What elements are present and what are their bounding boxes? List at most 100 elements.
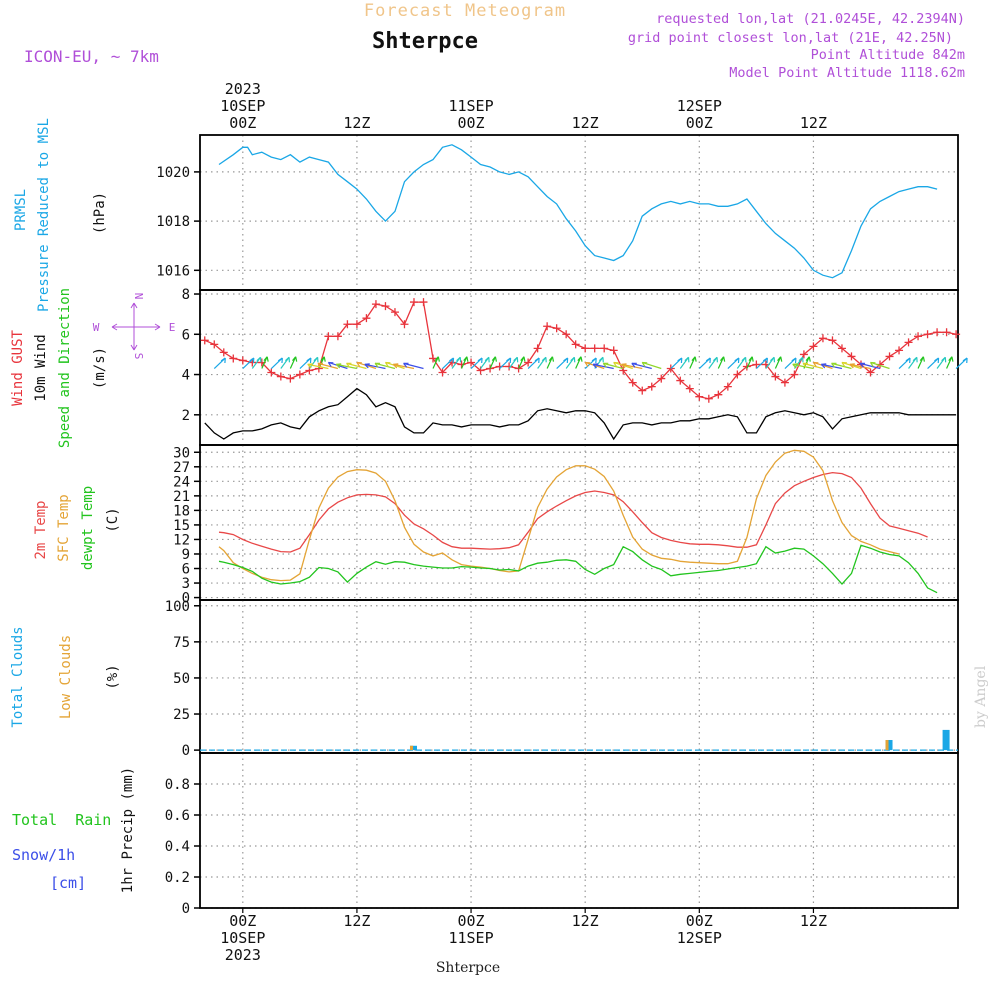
gust-marker <box>314 364 323 373</box>
wind-arrowhead <box>859 362 866 368</box>
gust-marker <box>514 364 523 373</box>
wind-arrowhead <box>621 363 627 369</box>
y-tick-label: 6 <box>182 562 190 578</box>
y-tick-label: 24 <box>173 474 190 490</box>
wind-arrowhead <box>592 363 599 369</box>
wind-arrowhead <box>705 357 711 364</box>
wind-direction-arrow <box>831 362 852 370</box>
gust-marker <box>904 338 913 347</box>
gust-marker <box>200 336 209 345</box>
wind-arrowhead <box>791 357 797 364</box>
gust-marker <box>295 370 304 379</box>
top-time-label: 00Z <box>458 114 485 132</box>
gust-marker <box>723 382 732 391</box>
y-tick-label: 75 <box>173 635 190 651</box>
top-time-label: 00Z <box>229 114 256 132</box>
precip-label-snow: Snow/1h <box>12 846 75 864</box>
wind-arrowhead <box>491 356 498 362</box>
bottom-time-label: 00Z <box>686 912 713 930</box>
wind-arrowhead <box>548 356 555 362</box>
bottom-time-label: 10SEP <box>220 929 265 947</box>
wind-arrowhead <box>534 357 540 364</box>
gust-marker <box>381 302 390 311</box>
temp-label-sfc: SFC Temp <box>56 494 72 561</box>
gust-marker <box>219 348 228 357</box>
gust-marker <box>229 354 238 363</box>
wind-arrowhead <box>477 357 483 364</box>
y-tick-label: 25 <box>173 707 190 723</box>
gust-marker <box>695 392 704 401</box>
wind-arrowhead <box>374 362 381 368</box>
y-tick-label: 21 <box>173 489 190 505</box>
temp-label-2m: 2m Temp <box>33 500 49 559</box>
top-time-label: 12Z <box>343 114 370 132</box>
wind-arrowhead <box>792 363 798 369</box>
bottom-time-label: 00Z <box>229 912 256 930</box>
wind-direction-arrow <box>403 362 424 370</box>
gust-marker <box>799 350 808 359</box>
wind-arrowhead <box>841 361 847 367</box>
wind-label-gust: Wind GUST <box>10 330 26 406</box>
wind-arrowhead <box>684 356 690 363</box>
total-cloud-bar <box>885 740 893 751</box>
wind-arrowhead <box>734 357 740 364</box>
series-sfc-temp <box>218 449 900 582</box>
gust-marker <box>286 374 295 383</box>
precip-labels: Total Rain Snow/1h [cm] 1hr Precip (mm) <box>12 767 136 893</box>
precip-unit: 1hr Precip (mm) <box>120 767 136 893</box>
gust-marker <box>619 366 628 375</box>
gust-marker <box>942 328 951 337</box>
gust-marker <box>923 330 932 339</box>
gust-marker <box>438 368 447 377</box>
series-10m-wind <box>204 387 957 441</box>
pressure-labels: PRMSL Pressure Reduced to MSL (hPa) <box>13 118 108 312</box>
wind-arrowhead <box>335 363 342 369</box>
series-wind-gust <box>204 301 957 400</box>
top-time-label: 11SEP <box>448 97 493 115</box>
gust-marker <box>638 386 647 395</box>
gust-marker <box>895 346 904 355</box>
gust-marker <box>505 362 514 371</box>
clouds-panel: 0 25 50 75 100 <box>165 599 959 759</box>
wind-arrowhead <box>520 356 526 362</box>
gust-marker <box>828 336 837 345</box>
gust-marker <box>409 298 418 307</box>
clouds-label-low: Low Clouds <box>58 635 74 719</box>
pressure-label-1: PRMSL <box>13 189 29 231</box>
total-cloud-bar <box>409 745 417 751</box>
model-altitude: Model Point Altitude 1118.62m <box>729 65 965 81</box>
y-tick-label: 18 <box>173 503 190 519</box>
wind-direction-arrow <box>859 362 881 370</box>
wind-direction-arrow <box>307 363 329 370</box>
wind-arrowhead <box>798 356 804 363</box>
wind-direction-arrow <box>374 362 396 370</box>
gust-marker <box>571 340 580 349</box>
wind-arrowhead <box>220 357 226 364</box>
wind-arrowhead <box>762 357 768 364</box>
wind-arrowhead <box>584 361 591 367</box>
wind-direction-arrow <box>792 363 814 370</box>
gust-marker <box>371 300 380 309</box>
y-tick-label: 12 <box>173 532 190 548</box>
bottom-time-label: 12Z <box>343 912 370 930</box>
wind-direction-arrow <box>603 362 624 370</box>
wind-arrowhead <box>456 356 462 363</box>
wind-arrowhead <box>905 357 911 364</box>
wind-arrowhead <box>691 356 697 362</box>
wind-labels: Wind GUST 10m Wind Speed and Direction (… <box>10 288 175 448</box>
gust-marker <box>333 332 342 341</box>
wind-arrowhead <box>719 356 726 362</box>
wind-direction-arrow <box>870 361 890 370</box>
top-time-label: 10SEP <box>220 97 265 115</box>
wind-arrowhead <box>356 361 362 367</box>
y-tick-label: 6 <box>182 327 190 343</box>
gust-marker <box>885 352 894 361</box>
temp-unit: (C) <box>105 507 121 532</box>
wind-direction-arrow <box>642 361 662 370</box>
y-tick-label: 0.8 <box>165 777 190 793</box>
gust-marker <box>866 368 875 377</box>
gust-marker <box>837 344 846 353</box>
y-tick-label: 8 <box>182 287 190 303</box>
wind-arrowhead <box>598 356 604 363</box>
